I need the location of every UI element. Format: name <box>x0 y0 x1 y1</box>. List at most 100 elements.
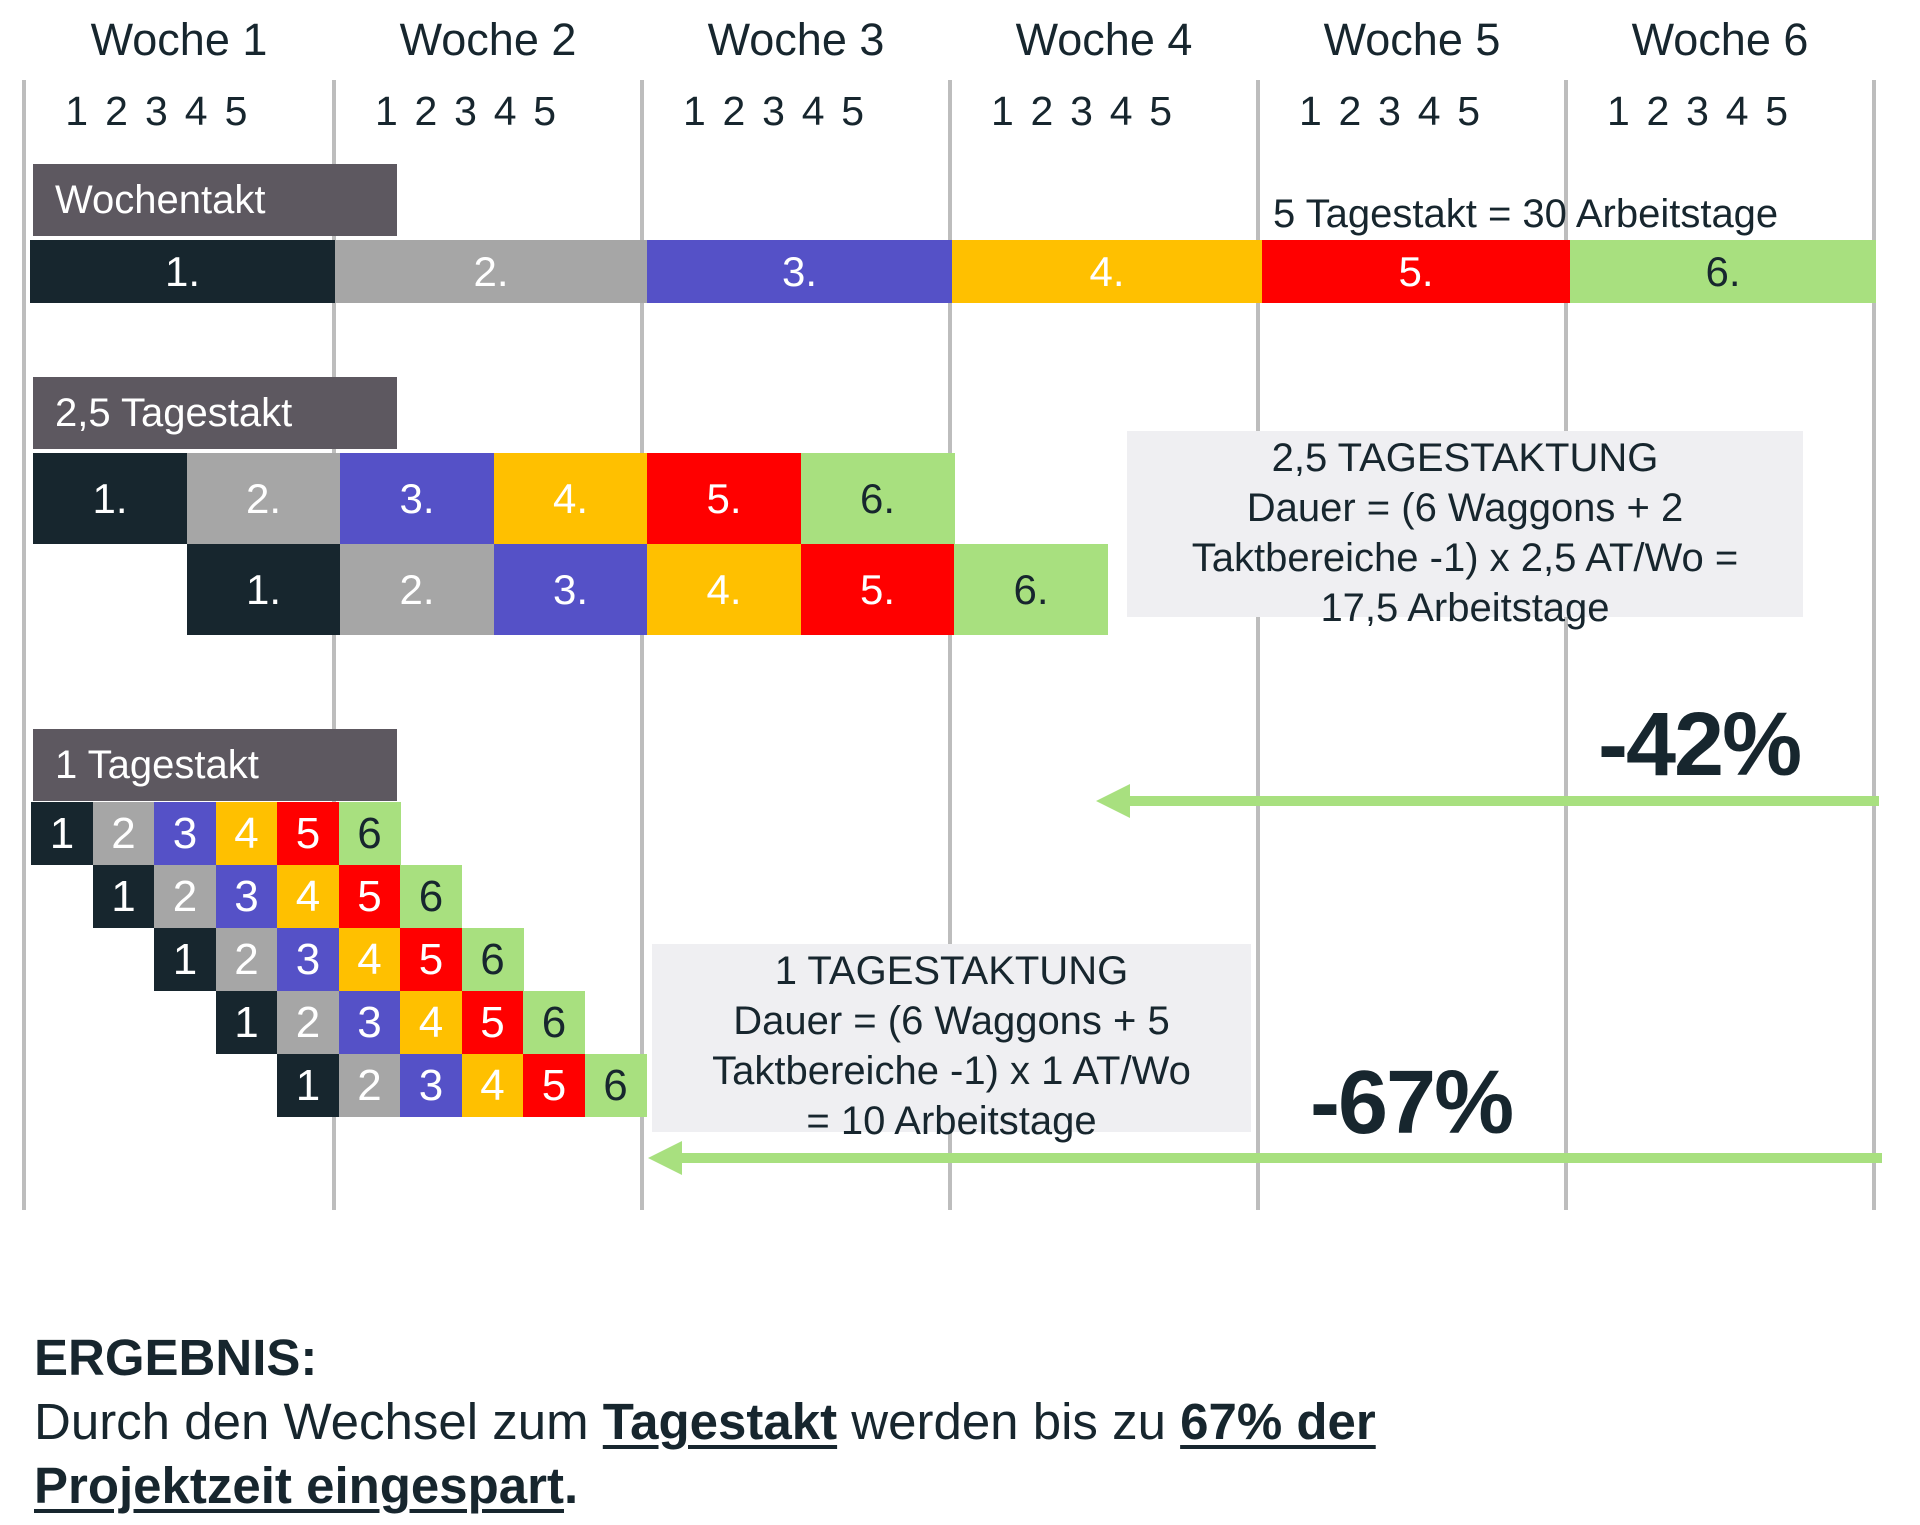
info-25-line-3: Taktbereiche -1) x 2,5 AT/Wo = <box>1191 536 1739 580</box>
takt-cell: 4. <box>952 240 1262 303</box>
day-number: 3 <box>144 88 168 134</box>
day-number: 3 <box>1378 88 1401 134</box>
takt-cell: 3 <box>277 928 339 991</box>
day-number: 1 <box>990 88 1014 134</box>
takt-cell: 1 <box>31 802 93 865</box>
result-text-3: . <box>564 1457 579 1514</box>
takt-cell: 2 <box>338 1054 401 1117</box>
takt-cell: 1. <box>33 453 187 544</box>
takt-cell: 1 <box>154 928 216 991</box>
takt-cell: 1. <box>186 544 341 635</box>
day-number: 3 <box>762 88 785 134</box>
takt-cell: 6 <box>584 1054 647 1117</box>
reduction-42: -42% <box>1598 695 1802 795</box>
day-number: 2 <box>414 88 438 134</box>
label-tagestakt-25: 2,5 Tagestakt <box>33 377 397 449</box>
info-1-line-3: Taktbereiche -1) x 1 AT/Wo <box>712 1049 1191 1093</box>
week-divider <box>948 80 952 1210</box>
takt-cell: 6 <box>461 928 524 991</box>
arrow-67-line <box>680 1153 1882 1163</box>
takt-cell: 3. <box>647 240 952 303</box>
takt-cell: 2 <box>154 865 216 928</box>
week-title: Woche 5 <box>1323 14 1501 65</box>
day-number: 2 <box>722 88 746 134</box>
result-heading: ERGEBNIS: <box>34 1329 318 1386</box>
info-1-line-4: = 10 Arbeitstage <box>806 1099 1097 1143</box>
takt-cell: 5. <box>800 544 955 635</box>
week-title: Woche 4 <box>1015 14 1193 65</box>
label-tagestakt-1: 1 Tagestakt <box>33 729 397 801</box>
takt-cell: 4 <box>461 1054 524 1117</box>
takt-cell: 6. <box>800 453 955 544</box>
week-title: Woche 2 <box>399 14 577 65</box>
day-number: 1 <box>682 88 706 134</box>
takt-cell: 4 <box>400 991 462 1054</box>
day-number: 5 <box>1765 88 1789 134</box>
day-number: 4 <box>493 88 517 134</box>
result-text-1: Durch den Wechsel zum <box>34 1393 603 1450</box>
info-box-1: 1 TAGESTAKTUNG Dauer = (6 Waggons + 5 Ta… <box>652 944 1251 1143</box>
day-number: 5 <box>533 88 557 134</box>
takt-cell: 2 <box>277 991 339 1054</box>
arrow-42-line <box>1128 796 1879 806</box>
day-number: 4 <box>184 88 208 134</box>
takt-cell: 6 <box>338 802 401 865</box>
week-divider <box>22 80 26 1210</box>
week-title: Woche 6 <box>1631 14 1809 65</box>
takt-cell: 1 <box>92 865 155 928</box>
week-title: Woche 3 <box>707 14 885 65</box>
day-number: 4 <box>1417 88 1441 134</box>
result-bold-3: Projektzeit eingespart <box>34 1457 564 1514</box>
week-divider <box>1564 80 1568 1210</box>
week-divider <box>640 80 644 1210</box>
day-number: 1 <box>374 88 398 134</box>
day-number: 5 <box>224 88 248 134</box>
info-25-line-2: Dauer = (6 Waggons + 2 <box>1246 486 1684 530</box>
week-title: Woche 1 <box>90 14 268 65</box>
takt-cell: 3 <box>338 991 401 1054</box>
day-number: 3 <box>454 88 477 134</box>
info-1-line-1: 1 TAGESTAKTUNG <box>774 949 1129 993</box>
takt-cell: 2 <box>92 802 155 865</box>
result-block: ERGEBNIS: Durch den Wechsel zum Tagestak… <box>34 1326 1376 1518</box>
takt-cell: 2. <box>340 544 494 635</box>
week-divider <box>332 80 336 1210</box>
takt-cell: 5 <box>277 802 339 865</box>
takt-cell: 4. <box>493 453 648 544</box>
day-number: 2 <box>1646 88 1670 134</box>
takt-cell: 4 <box>338 928 401 991</box>
info-25-line-4: 17,5 Arbeitstage <box>1320 586 1610 630</box>
reduction-67: -67% <box>1310 1053 1514 1153</box>
week-divider <box>1256 80 1260 1210</box>
day-number: 2 <box>1030 88 1054 134</box>
day-number: 3 <box>1070 88 1093 134</box>
wochentakt-annotation: 5 Tagestakt = 30 Arbeitstage <box>1273 192 1779 236</box>
day-number: 5 <box>841 88 865 134</box>
takt-cell: 3. <box>493 544 648 635</box>
result-bold-1: Tagestakt <box>602 1393 838 1450</box>
day-number: 1 <box>1298 88 1322 134</box>
info-25-line-1: 2,5 TAGESTAKTUNG <box>1271 436 1659 480</box>
result-bold-2: 67% der <box>1180 1393 1376 1450</box>
takt-cell: 2 <box>215 928 278 991</box>
label-wochentakt: Wochentakt <box>33 164 397 236</box>
takt-cell: 6 <box>400 865 462 928</box>
takt-cell: 4 <box>277 865 339 928</box>
takt-cell: 2. <box>186 453 341 544</box>
day-number: 1 <box>1606 88 1630 134</box>
takt-cell: 2. <box>335 240 647 303</box>
takt-cell: 5 <box>338 865 401 928</box>
day-number: 3 <box>1686 88 1709 134</box>
takt-cell: 1. <box>30 240 335 303</box>
takt-cell: 5. <box>647 453 801 544</box>
week-divider <box>1872 80 1876 1210</box>
takt-cell: 5 <box>523 1054 585 1117</box>
arrow-left-icon <box>1096 784 1130 818</box>
info-box-25: 2,5 TAGESTAKTUNG Dauer = (6 Waggons + 2 … <box>1127 431 1803 630</box>
takt-cell: 1 <box>277 1054 339 1117</box>
day-number: 1 <box>65 88 89 134</box>
takt-cell: 1 <box>215 991 278 1054</box>
day-number: 5 <box>1149 88 1173 134</box>
info-1-line-2: Dauer = (6 Waggons + 5 <box>733 999 1170 1043</box>
result-text-2: werden bis zu <box>837 1393 1181 1450</box>
